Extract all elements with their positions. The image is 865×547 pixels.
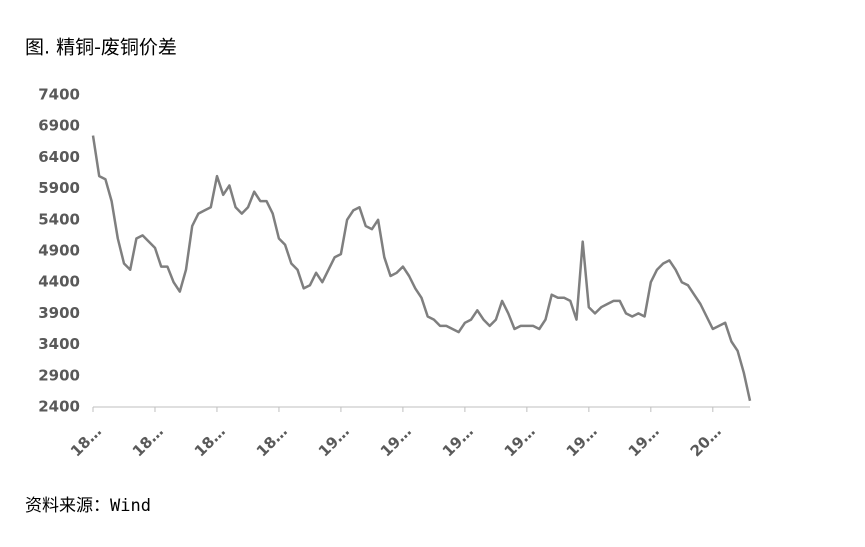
y-tick-label: 2900: [38, 366, 80, 384]
x-tick-label: 19…: [625, 422, 663, 460]
x-tick-label: 19…: [501, 422, 539, 460]
source-note: 资料来源：Wind: [25, 496, 151, 516]
x-tick-label: 19…: [563, 422, 601, 460]
y-tick-label: 4900: [38, 242, 80, 260]
x-tick-label: 18…: [253, 422, 291, 460]
y-tick-label: 6900: [38, 117, 80, 135]
data-line: [91, 135, 752, 402]
y-tick-label: 5400: [38, 210, 80, 228]
x-tick-label: 20…: [687, 422, 725, 460]
x-tick-label: 18…: [191, 422, 229, 460]
x-tick-label: 19…: [315, 422, 353, 460]
x-tick-label: 19…: [377, 422, 415, 460]
y-tick-label: 6400: [38, 148, 80, 166]
chart-title: 图. 精铜-废铜价差: [25, 37, 177, 59]
y-tick-label: 4400: [38, 273, 80, 291]
x-tick-label: 18…: [129, 422, 167, 460]
y-tick-label: 3900: [38, 304, 80, 322]
x-tick-label: 19…: [439, 422, 477, 460]
y-tick-label: 2400: [38, 398, 80, 416]
y-tick-label: 3400: [38, 335, 80, 353]
y-tick-label: 7400: [38, 86, 80, 104]
y-tick-label: 5900: [38, 179, 80, 197]
x-tick-label: 18…: [67, 422, 105, 460]
